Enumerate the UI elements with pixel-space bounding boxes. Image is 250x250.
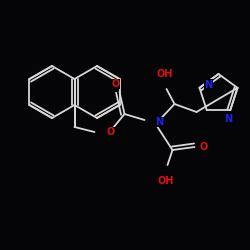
Text: O: O	[112, 79, 120, 89]
Text: N: N	[204, 80, 212, 90]
Text: O: O	[200, 142, 208, 152]
Text: N: N	[224, 114, 232, 124]
Text: O: O	[106, 127, 115, 137]
Text: N: N	[156, 117, 164, 127]
Text: OH: OH	[156, 69, 173, 79]
Text: OH: OH	[157, 176, 174, 186]
